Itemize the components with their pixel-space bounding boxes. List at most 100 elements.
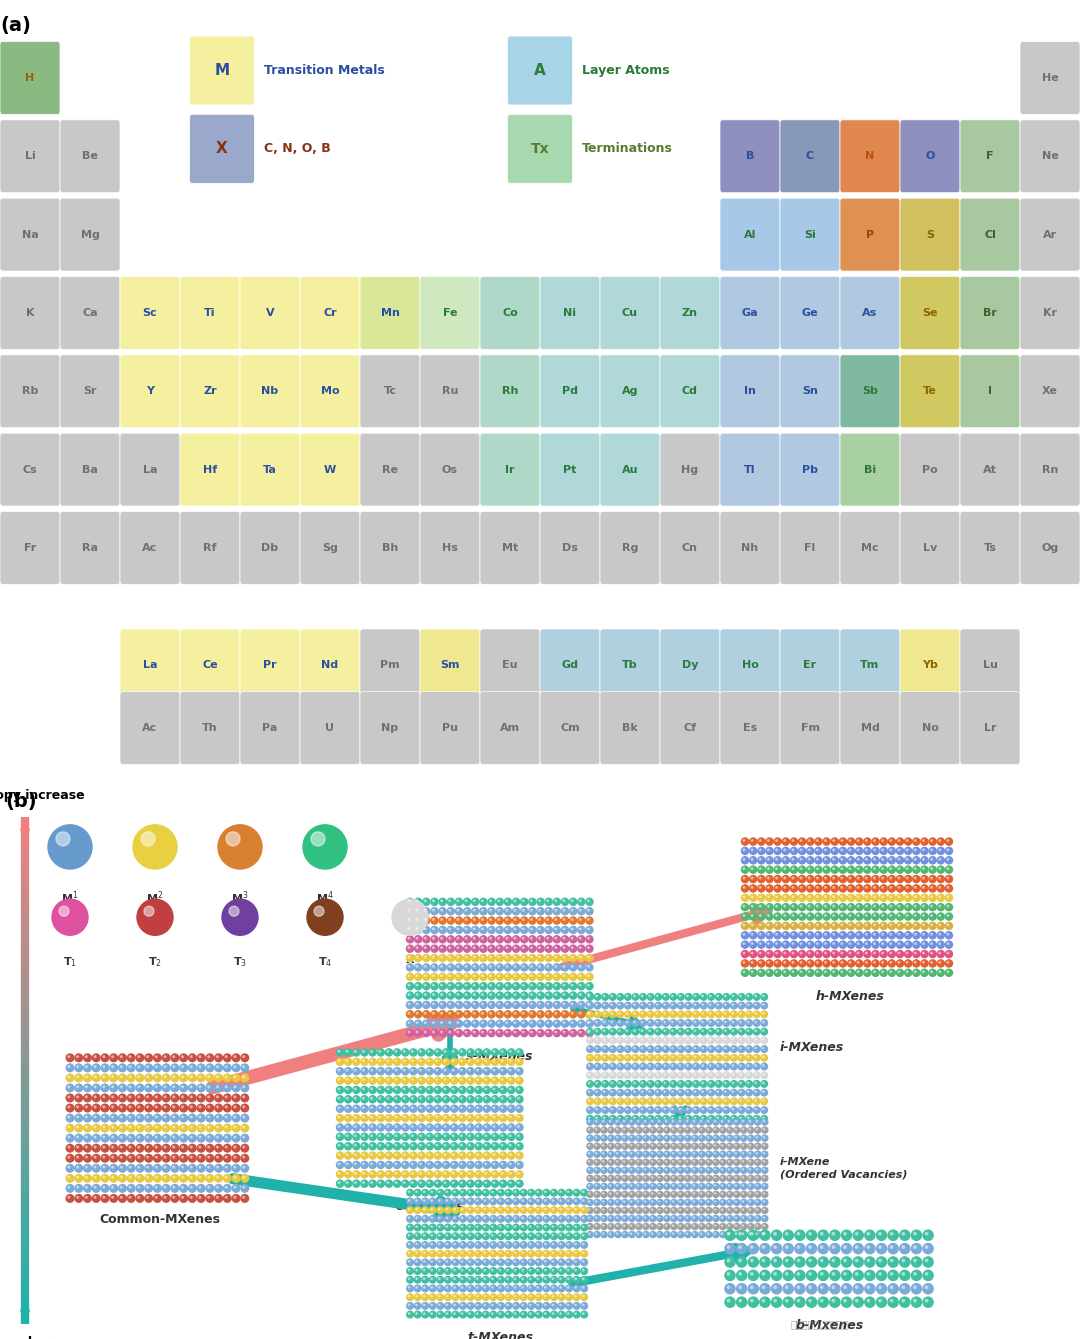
Circle shape xyxy=(737,1231,746,1240)
Circle shape xyxy=(692,1144,698,1149)
Circle shape xyxy=(566,1251,572,1257)
Circle shape xyxy=(345,1086,352,1094)
Circle shape xyxy=(764,1169,765,1170)
Circle shape xyxy=(411,1126,414,1127)
FancyBboxPatch shape xyxy=(780,511,840,584)
Circle shape xyxy=(664,1065,665,1066)
Circle shape xyxy=(758,904,765,911)
Circle shape xyxy=(500,1114,507,1122)
Circle shape xyxy=(865,1297,875,1307)
Circle shape xyxy=(407,1276,414,1283)
Circle shape xyxy=(485,1182,487,1184)
Circle shape xyxy=(713,1135,719,1141)
Circle shape xyxy=(347,1051,348,1052)
Circle shape xyxy=(507,1252,509,1253)
Circle shape xyxy=(872,941,879,948)
Circle shape xyxy=(416,1260,417,1263)
Circle shape xyxy=(575,1225,577,1228)
Circle shape xyxy=(234,1095,235,1098)
Circle shape xyxy=(623,1161,625,1162)
Circle shape xyxy=(496,936,503,943)
Circle shape xyxy=(865,961,867,963)
Circle shape xyxy=(147,1196,148,1198)
Circle shape xyxy=(513,983,519,990)
Circle shape xyxy=(459,1161,465,1169)
Circle shape xyxy=(915,961,916,963)
Circle shape xyxy=(536,1293,542,1300)
Circle shape xyxy=(686,1145,688,1146)
Circle shape xyxy=(906,943,908,944)
Text: Cm: Cm xyxy=(561,723,580,732)
Circle shape xyxy=(634,1022,635,1023)
Circle shape xyxy=(664,1109,665,1110)
Circle shape xyxy=(406,964,414,971)
Circle shape xyxy=(774,960,781,967)
Circle shape xyxy=(604,1030,605,1031)
Circle shape xyxy=(130,1156,131,1158)
Circle shape xyxy=(945,951,953,957)
Circle shape xyxy=(931,858,932,860)
Circle shape xyxy=(436,1117,437,1118)
Circle shape xyxy=(407,1268,414,1275)
Circle shape xyxy=(173,1055,175,1058)
Circle shape xyxy=(692,1184,698,1189)
Circle shape xyxy=(707,1225,708,1227)
Circle shape xyxy=(410,1133,417,1141)
Circle shape xyxy=(750,1121,751,1122)
Text: C, N, O, B: C, N, O, B xyxy=(264,142,330,155)
Circle shape xyxy=(706,1144,712,1149)
Circle shape xyxy=(864,904,870,911)
FancyBboxPatch shape xyxy=(1020,355,1080,427)
Circle shape xyxy=(575,1200,577,1201)
Circle shape xyxy=(513,1303,519,1310)
Circle shape xyxy=(424,1003,427,1004)
Circle shape xyxy=(445,1216,451,1223)
Circle shape xyxy=(798,923,806,929)
Circle shape xyxy=(181,1086,184,1087)
Circle shape xyxy=(483,1206,489,1213)
Circle shape xyxy=(586,1107,593,1113)
Circle shape xyxy=(602,1038,608,1043)
Circle shape xyxy=(752,840,753,841)
Circle shape xyxy=(473,965,475,967)
Circle shape xyxy=(771,1297,782,1307)
Circle shape xyxy=(728,1233,730,1235)
Circle shape xyxy=(83,1154,92,1162)
Circle shape xyxy=(739,1115,745,1122)
Circle shape xyxy=(624,1046,631,1052)
Circle shape xyxy=(379,1126,380,1127)
FancyBboxPatch shape xyxy=(720,692,780,765)
Circle shape xyxy=(428,1135,430,1137)
Circle shape xyxy=(809,1272,811,1275)
Circle shape xyxy=(880,894,888,901)
Circle shape xyxy=(758,923,765,929)
Circle shape xyxy=(825,905,826,907)
Circle shape xyxy=(453,1276,459,1283)
Circle shape xyxy=(643,1232,649,1237)
Circle shape xyxy=(513,1251,519,1257)
Circle shape xyxy=(755,1232,760,1237)
Text: In: In xyxy=(744,386,756,396)
Circle shape xyxy=(906,905,908,907)
Circle shape xyxy=(821,1299,823,1302)
Circle shape xyxy=(490,1216,497,1223)
FancyBboxPatch shape xyxy=(300,355,360,427)
Circle shape xyxy=(672,1153,674,1154)
Circle shape xyxy=(498,919,500,920)
Circle shape xyxy=(929,932,936,939)
Circle shape xyxy=(234,1156,235,1158)
Circle shape xyxy=(665,1137,666,1138)
Circle shape xyxy=(750,857,757,864)
Circle shape xyxy=(226,1135,227,1138)
Circle shape xyxy=(609,1121,611,1122)
Circle shape xyxy=(539,984,540,986)
Circle shape xyxy=(664,1160,670,1165)
Circle shape xyxy=(915,915,916,916)
Circle shape xyxy=(480,1011,487,1018)
Circle shape xyxy=(562,908,568,915)
Circle shape xyxy=(816,952,819,953)
Circle shape xyxy=(654,1063,661,1070)
Circle shape xyxy=(728,1177,730,1178)
Text: Yb: Yb xyxy=(922,660,937,671)
Circle shape xyxy=(702,1047,703,1048)
